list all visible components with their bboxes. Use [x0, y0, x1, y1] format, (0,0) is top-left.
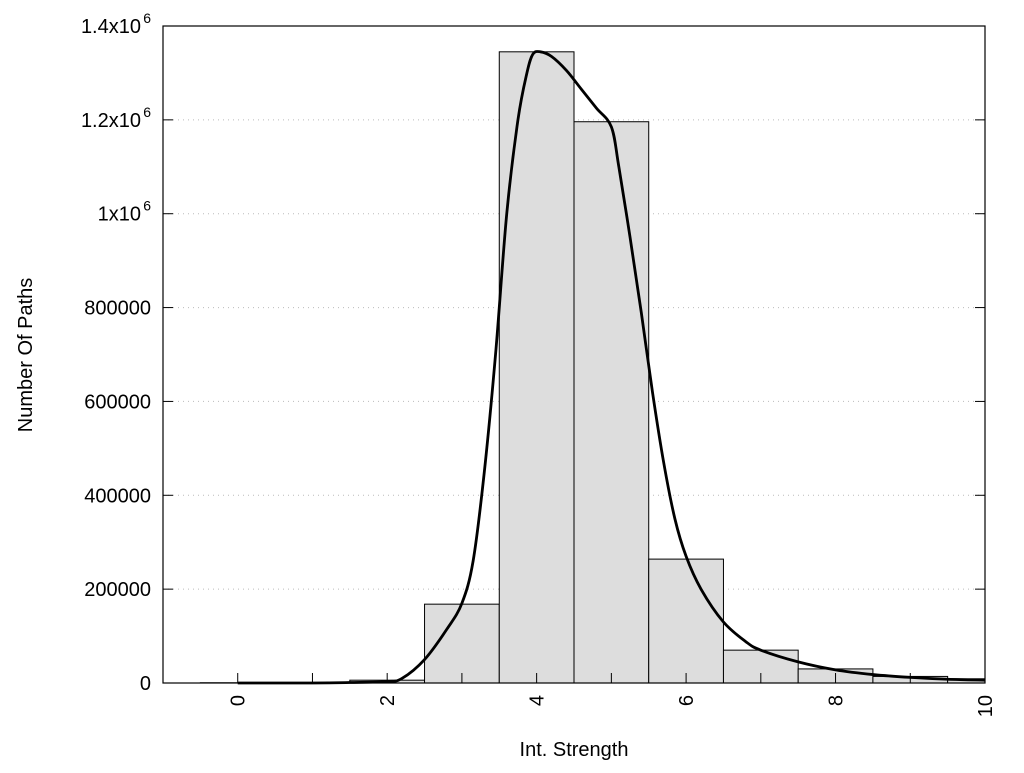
y-tick-label: 400000 [84, 485, 151, 507]
y-tick-label: 1x10 [98, 204, 141, 226]
histogram-bar [574, 122, 649, 683]
x-axis-label: Int. Strength [520, 739, 629, 761]
y-tick-label: 200000 [84, 579, 151, 601]
bars [200, 52, 985, 683]
histogram-bar [499, 52, 574, 683]
x-tick-label: 2 [377, 695, 399, 706]
y-tick-label: 1.4x10 [81, 16, 141, 38]
y-tick-label: 0 [140, 673, 151, 695]
histogram-bar [649, 559, 724, 683]
x-tick-label: 0 [228, 695, 250, 706]
x-tick-label: 4 [527, 695, 549, 706]
y-axis-label: Number Of Paths [15, 278, 37, 433]
y-tick-label-exponent: 6 [143, 198, 151, 214]
x-tick-label: 10 [975, 695, 997, 717]
x-tick-label: 6 [676, 695, 698, 706]
y-tick-label-exponent: 6 [143, 104, 151, 120]
x-tick-label: 8 [826, 695, 848, 706]
y-tick-label: 800000 [84, 298, 151, 320]
y-tick-label: 1.2x10 [81, 110, 141, 132]
y-tick-label: 600000 [84, 391, 151, 413]
y-tick-label-exponent: 6 [143, 10, 151, 26]
